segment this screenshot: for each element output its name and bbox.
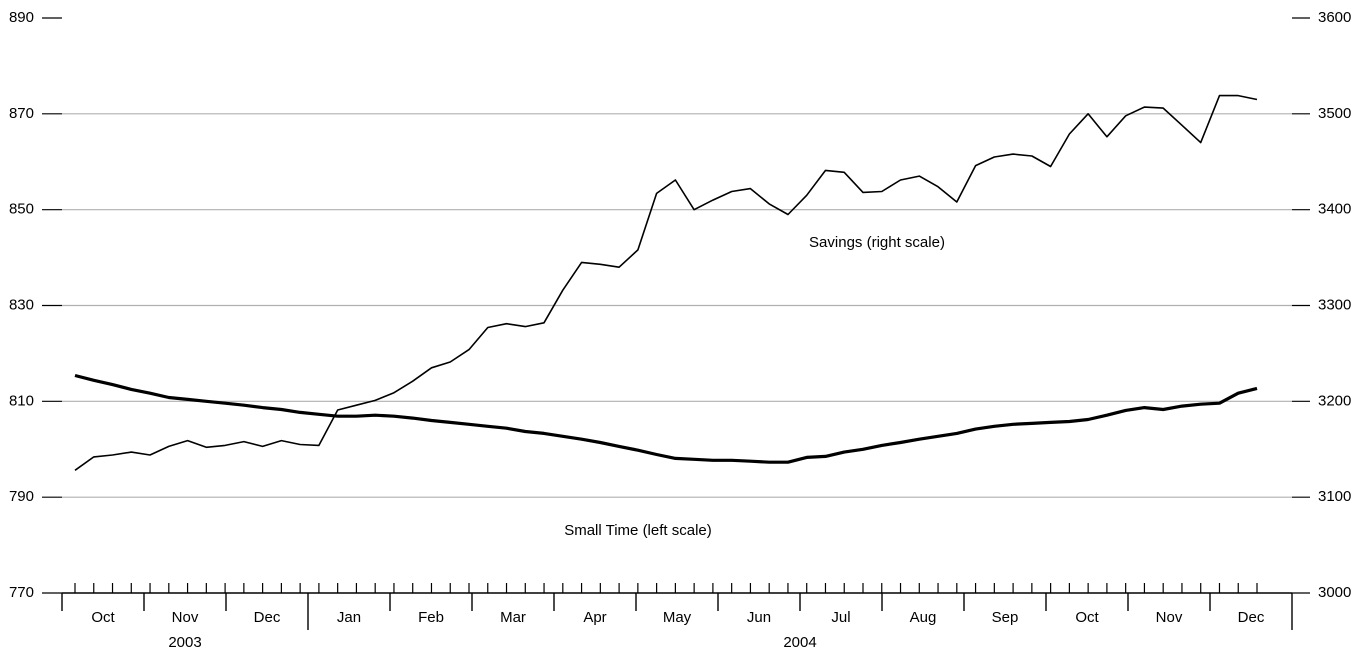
x-tick-label: Oct [91, 609, 115, 626]
x-tick-label: Jan [337, 609, 361, 626]
annotation: Small Time (left scale) [564, 522, 712, 539]
y-tick-label: 830 [9, 296, 34, 313]
annotation: Savings (right scale) [809, 234, 945, 251]
x-tick-label: Mar [500, 609, 526, 626]
y-tick-label: 790 [9, 488, 34, 505]
y2-tick-label: 3400 [1318, 201, 1351, 218]
y-tick-label: 850 [9, 201, 34, 218]
y-tick-label: 810 [9, 392, 34, 409]
x-tick-label: Jul [831, 609, 850, 626]
y2-tick-label: 3200 [1318, 392, 1351, 409]
y-tick-label: 890 [9, 9, 34, 26]
x-tick-label: May [663, 609, 692, 626]
series-line [74, 94, 1258, 471]
y2-tick-label: 3600 [1318, 9, 1351, 26]
x-tick-label: Apr [583, 609, 606, 626]
x-tick-label: Dec [254, 609, 281, 626]
x-tick-label: Jun [747, 609, 771, 626]
x-tick-label: Dec [1238, 609, 1265, 626]
year-label: 2003 [168, 634, 201, 651]
y2-tick-label: 3500 [1318, 105, 1351, 122]
x-tick-label: Oct [1075, 609, 1099, 626]
y2-tick-label: 3000 [1318, 584, 1351, 601]
year-label: 2004 [783, 634, 816, 651]
y2-tick-label: 3100 [1318, 488, 1351, 505]
series-line [74, 373, 1258, 464]
x-tick-label: Sep [992, 609, 1019, 626]
x-tick-label: Aug [910, 609, 937, 626]
y2-tick-label: 3300 [1318, 296, 1351, 313]
x-tick-label: Nov [172, 609, 199, 626]
x-tick-label: Feb [418, 609, 444, 626]
y-tick-label: 770 [9, 584, 34, 601]
x-tick-label: Nov [1156, 609, 1183, 626]
y-tick-label: 870 [9, 105, 34, 122]
